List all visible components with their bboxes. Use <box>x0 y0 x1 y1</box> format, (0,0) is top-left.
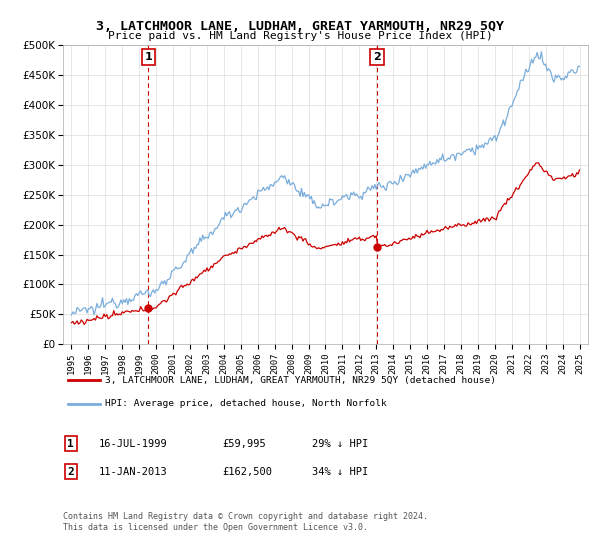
Text: HPI: Average price, detached house, North Norfolk: HPI: Average price, detached house, Nort… <box>105 399 387 408</box>
Text: Price paid vs. HM Land Registry's House Price Index (HPI): Price paid vs. HM Land Registry's House … <box>107 31 493 41</box>
Text: 1: 1 <box>145 52 152 62</box>
Text: 3, LATCHMOOR LANE, LUDHAM, GREAT YARMOUTH, NR29 5QY: 3, LATCHMOOR LANE, LUDHAM, GREAT YARMOUT… <box>96 20 504 32</box>
Text: 3, LATCHMOOR LANE, LUDHAM, GREAT YARMOUTH, NR29 5QY (detached house): 3, LATCHMOOR LANE, LUDHAM, GREAT YARMOUT… <box>105 376 496 385</box>
Text: £162,500: £162,500 <box>222 466 272 477</box>
Text: 11-JAN-2013: 11-JAN-2013 <box>99 466 168 477</box>
Text: 1: 1 <box>67 438 74 449</box>
Text: 34% ↓ HPI: 34% ↓ HPI <box>312 466 368 477</box>
Text: Contains HM Land Registry data © Crown copyright and database right 2024.
This d: Contains HM Land Registry data © Crown c… <box>63 512 428 532</box>
Text: 29% ↓ HPI: 29% ↓ HPI <box>312 438 368 449</box>
Text: 2: 2 <box>67 466 74 477</box>
Text: 2: 2 <box>373 52 381 62</box>
Text: £59,995: £59,995 <box>222 438 266 449</box>
Text: 16-JUL-1999: 16-JUL-1999 <box>99 438 168 449</box>
